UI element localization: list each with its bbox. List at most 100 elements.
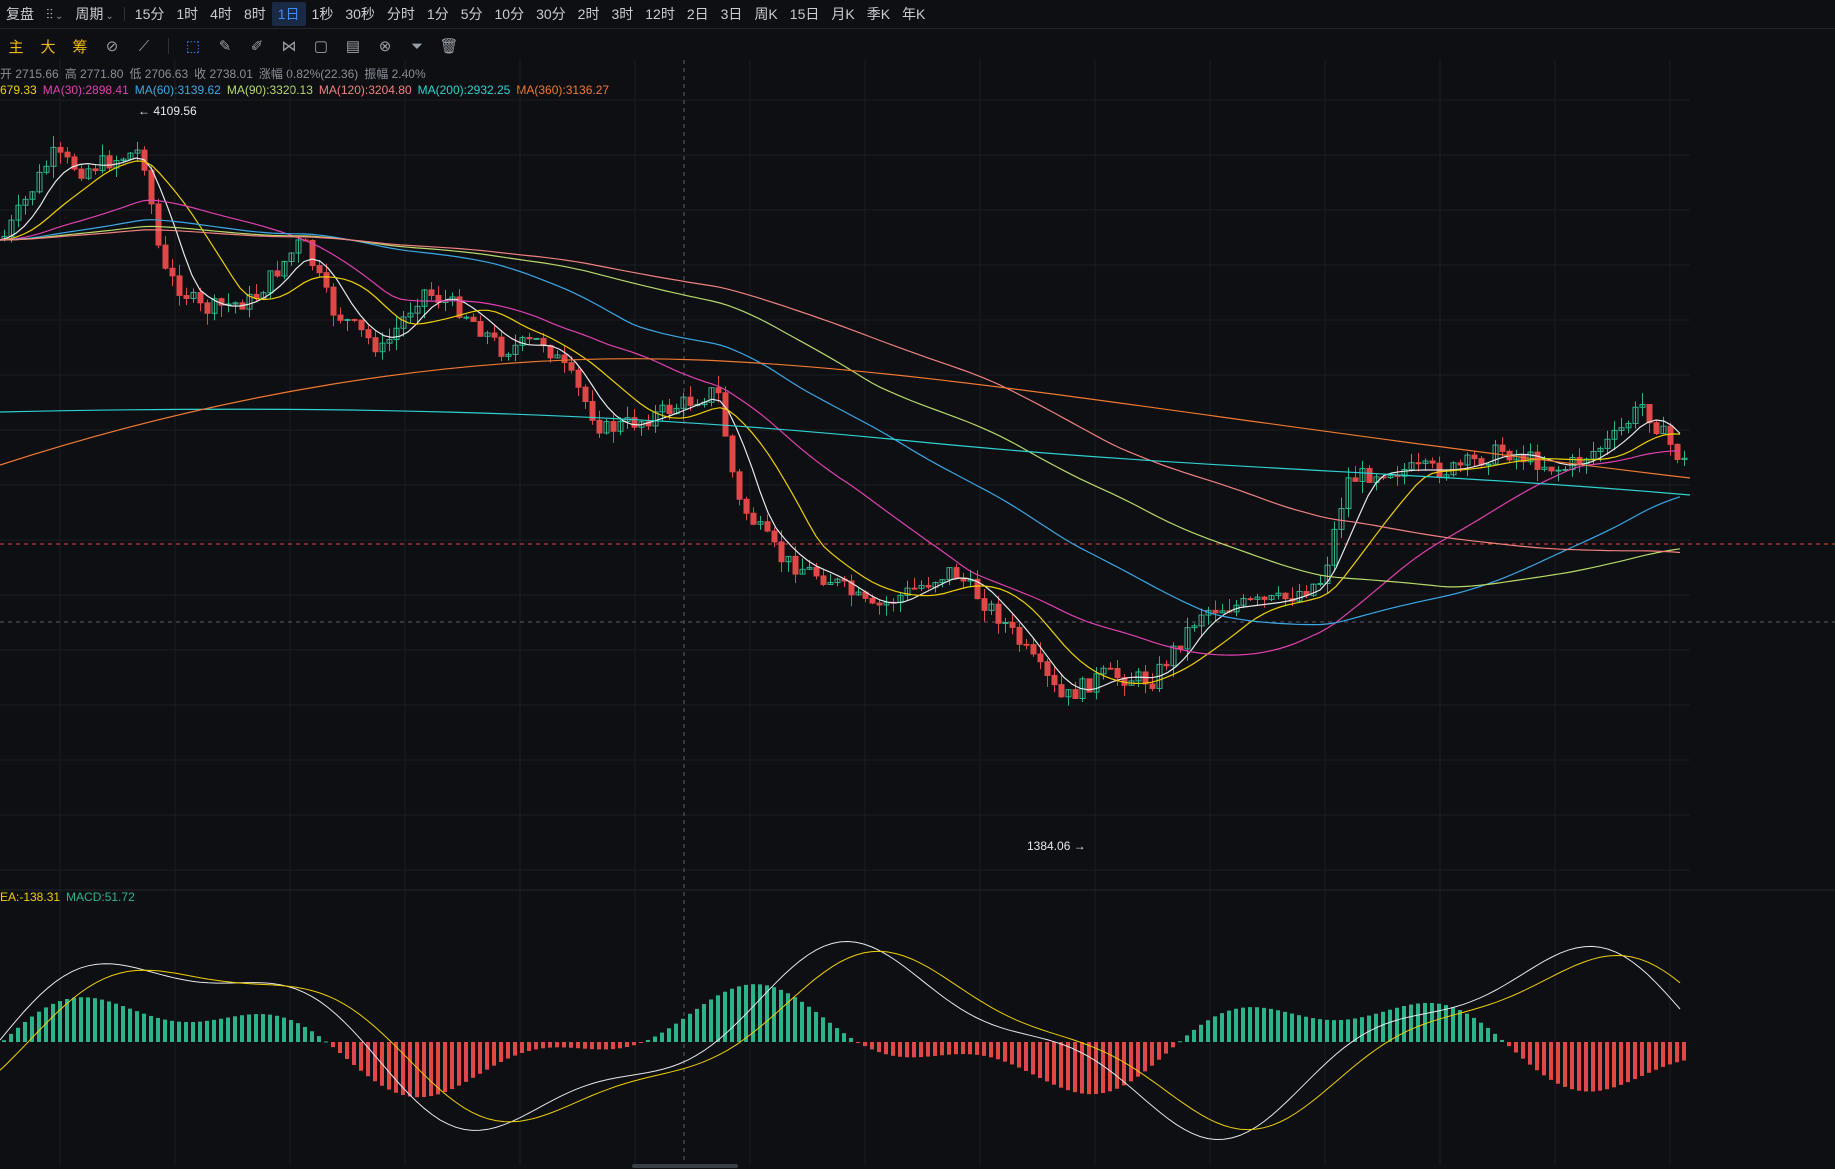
macd-bar (1479, 1022, 1483, 1042)
chips-button[interactable]: 筹 (72, 38, 88, 56)
macd-bar (534, 1042, 538, 1050)
period-dropdown[interactable]: 周期 ⌄ (69, 2, 119, 26)
candlestick-icon[interactable]: ⫶⫶ ⌄ (46, 6, 64, 22)
candle (309, 239, 316, 267)
candle (1639, 403, 1646, 408)
candlestick-chart[interactable] (0, 60, 1835, 1165)
macd-bar (1451, 1007, 1455, 1042)
magnet-icon[interactable]: ⊗ (378, 38, 392, 55)
box-icon[interactable]: ▢ (313, 38, 329, 55)
candle (1674, 443, 1681, 460)
interval-16[interactable]: 3日 (720, 6, 743, 22)
candle (190, 291, 197, 299)
macd-bar (114, 1003, 118, 1042)
candle (827, 581, 834, 585)
interval-20[interactable]: 季K (866, 6, 891, 22)
trash-icon[interactable]: 🗑 (439, 38, 459, 55)
interval-7[interactable]: 分时 (386, 6, 415, 22)
ma-legend-item-3: MA(90):3320.13 (226, 83, 313, 97)
candle (813, 566, 820, 577)
interval-13[interactable]: 3时 (611, 6, 634, 22)
macd-bar (1192, 1029, 1196, 1042)
ruler-icon[interactable]: ✎ (218, 38, 232, 55)
candle (274, 270, 281, 277)
macd-bar (1269, 1008, 1273, 1042)
cursor-icon[interactable]: ⬚ (185, 38, 201, 55)
interval-5[interactable]: 1秒 (311, 6, 334, 22)
macd-bar (72, 997, 76, 1042)
candle (743, 498, 750, 514)
candle (1198, 614, 1205, 627)
interval-17[interactable]: 周K (754, 6, 778, 22)
macd-bar (1024, 1042, 1028, 1071)
brush-icon[interactable]: ✐ (250, 38, 264, 55)
candle (1016, 626, 1023, 645)
indicator-icon[interactable]: ⊘ (105, 38, 119, 55)
candle (1184, 627, 1191, 650)
candle (127, 152, 134, 160)
interval-18[interactable]: 15日 (789, 6, 820, 22)
macd-bar (1472, 1017, 1476, 1042)
macd-bar (16, 1027, 20, 1042)
macd-bar (44, 1007, 48, 1042)
macd-bar (1388, 1009, 1392, 1042)
interval-0[interactable]: 15分 (134, 6, 165, 22)
macd-bar (1017, 1042, 1021, 1068)
replay-button[interactable]: 复盘 (6, 6, 34, 22)
interval-8[interactable]: 1分 (426, 6, 449, 22)
interval-3[interactable]: 8时 (243, 6, 266, 22)
candle (1618, 427, 1625, 431)
filter-icon[interactable]: ⏷ (410, 37, 423, 55)
interval-14[interactable]: 12时 (645, 6, 675, 22)
interval-21[interactable]: 年K (902, 6, 926, 22)
macd-bar (1206, 1020, 1210, 1042)
candle (148, 169, 155, 205)
interval-9[interactable]: 5分 (460, 6, 483, 22)
candle (498, 336, 505, 357)
main-indicator-button[interactable]: 主 (8, 38, 24, 56)
interval-4[interactable]: 1日 (271, 2, 306, 26)
macd-bar (947, 1042, 951, 1055)
macd-bar (408, 1042, 412, 1097)
interval-10[interactable]: 10分 (494, 6, 525, 22)
pattern-icon[interactable]: ⋈ (281, 38, 297, 55)
macd-bar (1619, 1042, 1623, 1085)
candle (1625, 423, 1632, 429)
macd-bar (65, 999, 69, 1042)
macd-bar (1577, 1042, 1581, 1091)
interval-15[interactable]: 2日 (686, 6, 709, 22)
candle (652, 411, 659, 427)
interval-6[interactable]: 30秒 (345, 6, 375, 22)
macd-bar (233, 1016, 237, 1042)
interval-12[interactable]: 2时 (577, 6, 600, 22)
draw-tool-icon[interactable]: ⟋ (138, 37, 150, 55)
macd-bar (93, 998, 97, 1042)
macd-bar (1409, 1004, 1413, 1042)
candle (197, 291, 204, 304)
candle (1093, 673, 1100, 693)
candle (1107, 667, 1114, 670)
macd-bar (184, 1022, 188, 1042)
candle (50, 146, 57, 167)
note-icon[interactable]: ▤ (345, 38, 361, 55)
chart-scrollbar[interactable] (632, 1164, 738, 1168)
macd-bar (569, 1042, 573, 1048)
interval-2[interactable]: 4时 (210, 6, 232, 22)
candle (876, 602, 883, 606)
interval-11[interactable]: 30分 (536, 6, 566, 22)
macd-bar (541, 1042, 545, 1049)
interval-19[interactable]: 月K (831, 6, 855, 22)
big-indicator-button[interactable]: 大 (40, 38, 56, 56)
ma-legend-item-5: MA(200):2932.25 (417, 83, 511, 97)
macd-bar (436, 1042, 440, 1095)
macd-bar (1507, 1042, 1511, 1047)
candle (750, 512, 757, 525)
macd-bar (1087, 1042, 1091, 1095)
interval-1[interactable]: 1时 (176, 6, 199, 22)
candle (729, 435, 736, 473)
candle (1002, 621, 1009, 624)
candle (1163, 663, 1170, 667)
candle (1464, 454, 1471, 466)
macd-bar (394, 1042, 398, 1093)
candle (1345, 477, 1352, 510)
